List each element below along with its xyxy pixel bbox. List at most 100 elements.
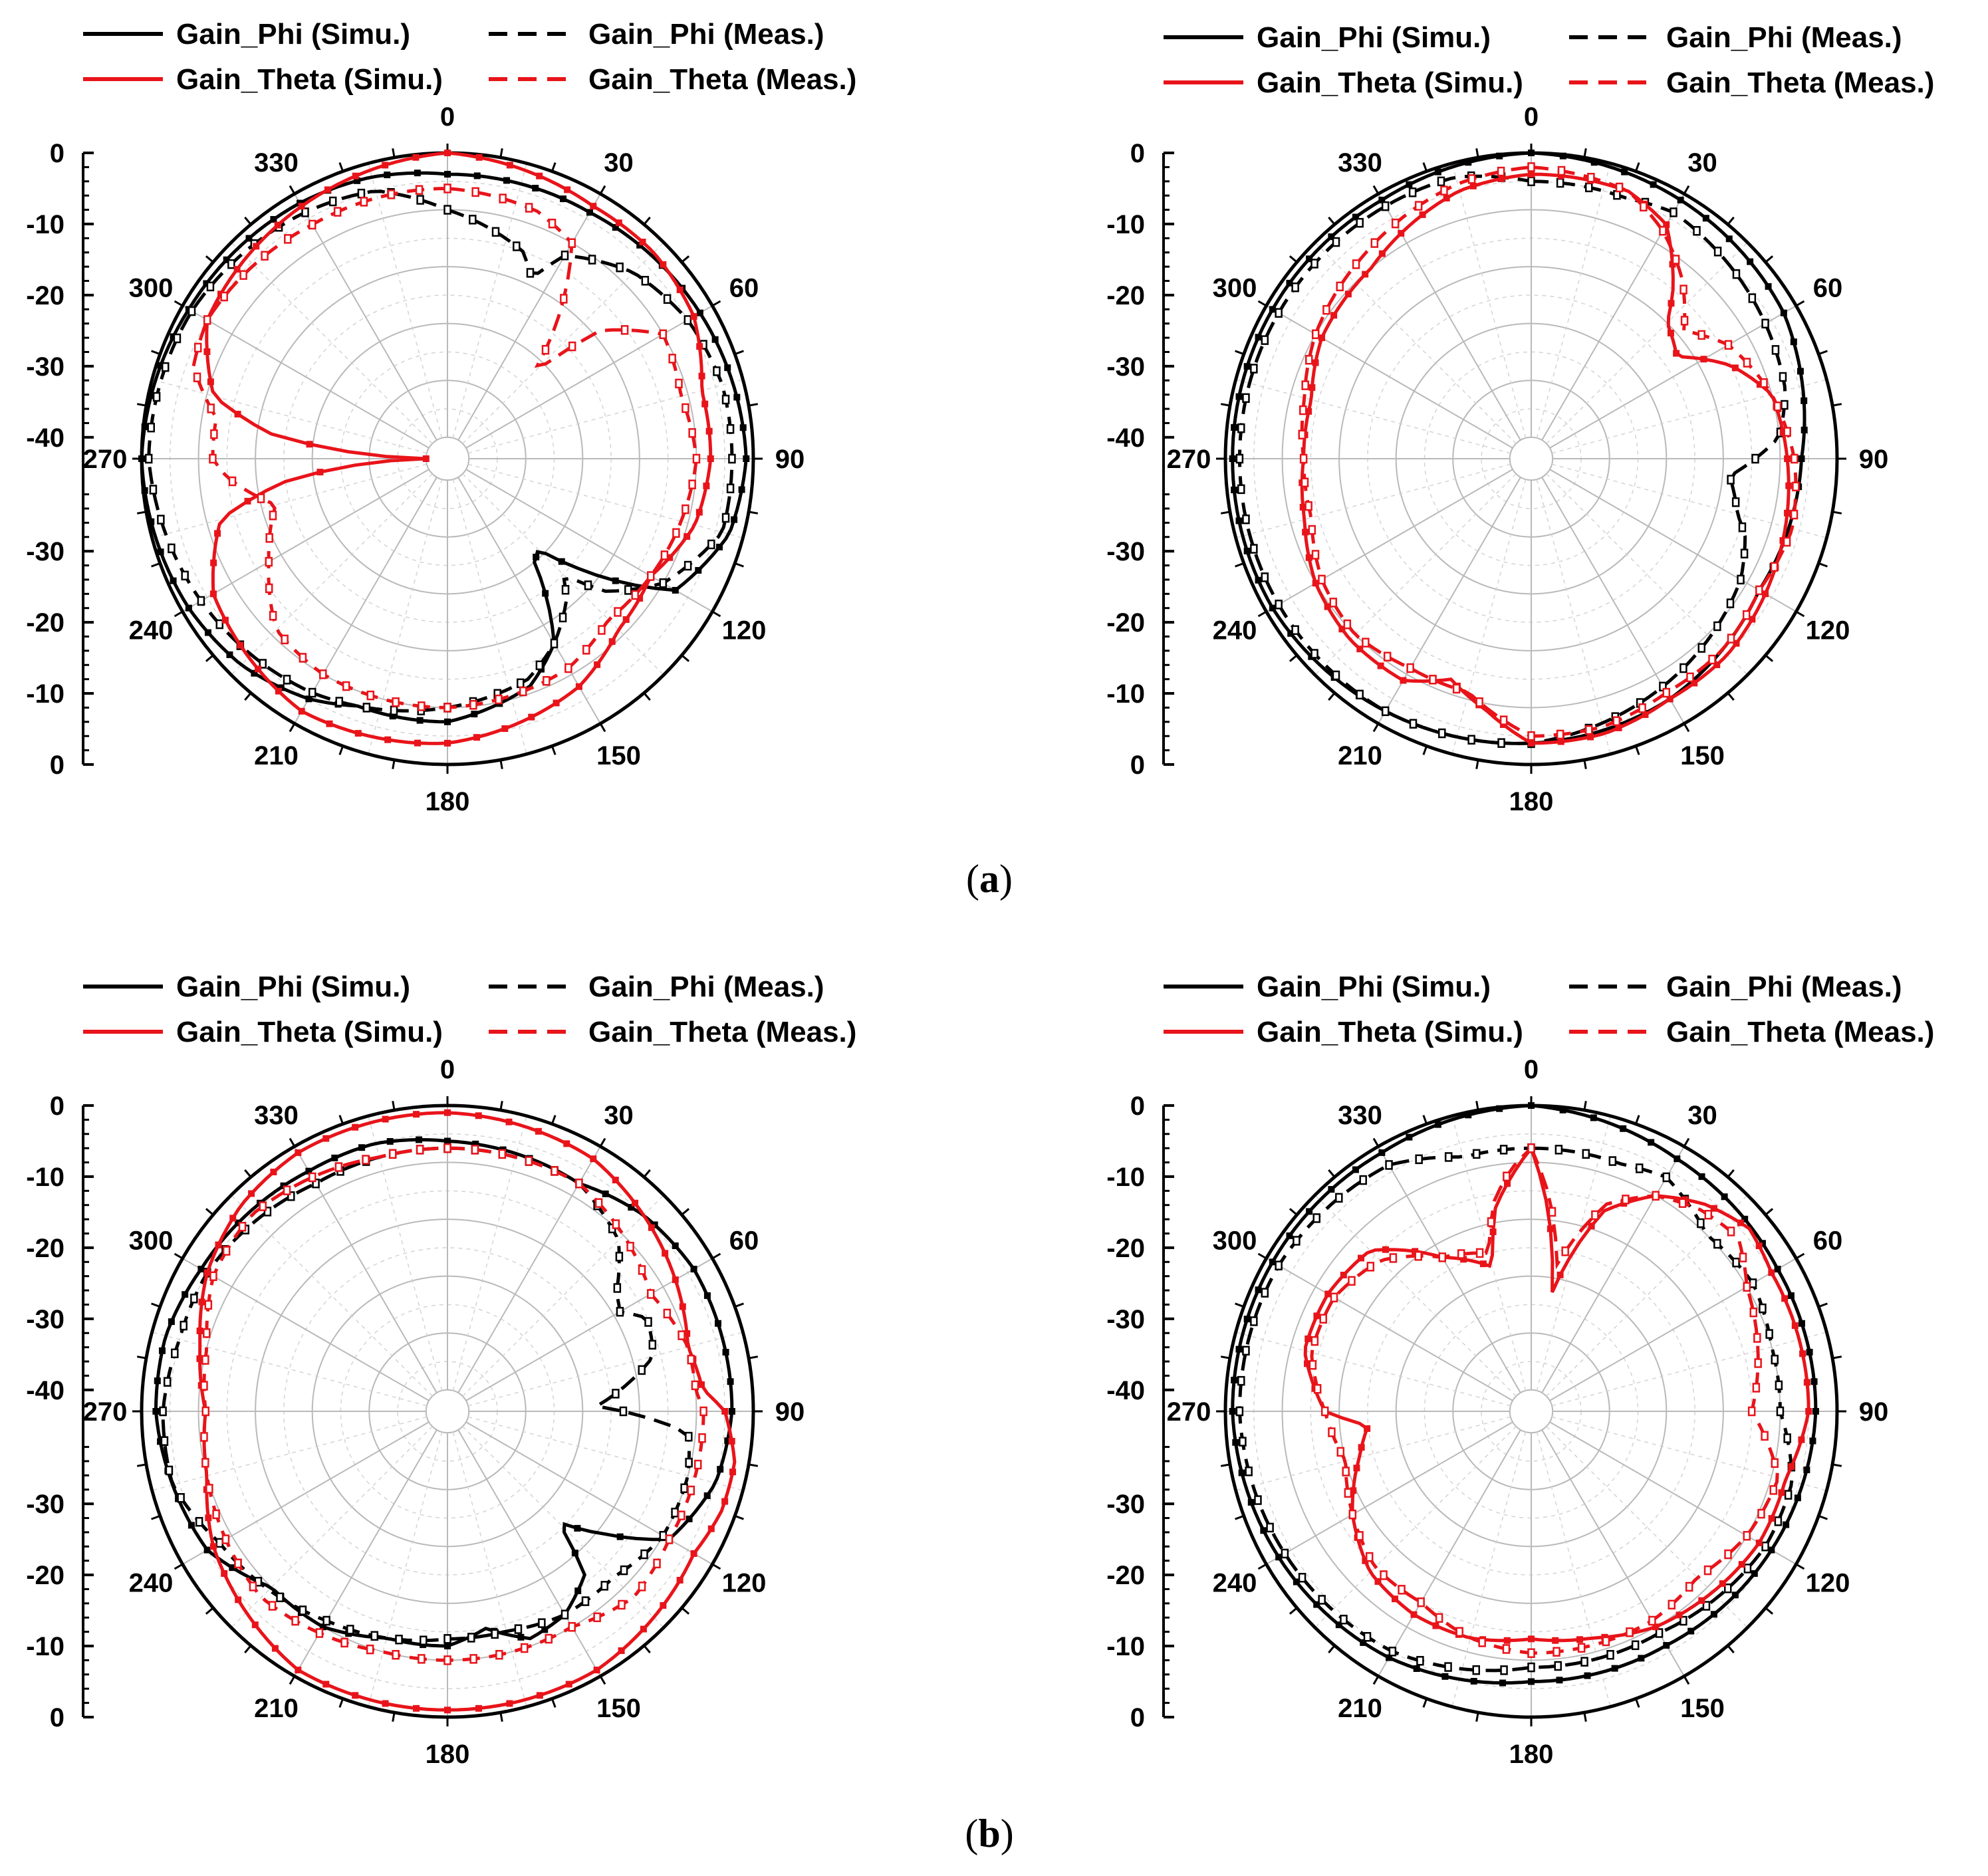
series-phi-simu-point: [602, 1190, 609, 1197]
series-phi-simu-point: [168, 1318, 175, 1326]
series-phi-simu-point: [695, 566, 702, 574]
polar-chart-b-right: 0 30 60 90 120 150 180 210 240 270 300 330 0 0 -10 -10 -…: [1106, 1055, 1888, 1769]
series-theta-simu-point: [593, 1667, 600, 1674]
series-theta-meas-point: [1343, 619, 1352, 630]
series-theta-meas-point: [1497, 166, 1505, 177]
series-phi-simu-point: [1286, 279, 1293, 287]
series-phi-simu-point: [203, 280, 210, 287]
series-theta-simu-point: [1731, 364, 1739, 372]
angle-tick: [1220, 511, 1231, 515]
series-theta-simu-point: [352, 1692, 359, 1699]
series-theta-simu-point: [703, 482, 710, 489]
series-phi-meas-point: [1662, 1172, 1671, 1183]
series-phi-simu-point: [157, 362, 164, 369]
series-phi-simu-point: [384, 172, 391, 179]
series-theta-meas-point: [1457, 1249, 1465, 1259]
radial-axis-label: -40: [26, 1376, 64, 1405]
angle-tick: [136, 403, 147, 407]
series-phi-simu-point: [1621, 168, 1628, 176]
series-theta-meas-point: [1342, 1466, 1350, 1476]
series-phi-meas-point: [1444, 1152, 1453, 1162]
series-theta-simu-point: [270, 1168, 277, 1175]
series-theta-simu-point: [565, 1681, 572, 1688]
series-theta-simu-point: [1779, 429, 1787, 436]
series-theta-meas-point: [1352, 259, 1360, 269]
series-theta-meas-point: [1318, 574, 1326, 585]
series-phi-simu-point: [716, 543, 723, 550]
series-phi-simu-point: [148, 518, 155, 525]
radial-axis-label: -20: [26, 608, 64, 638]
angle-label-300: 300: [129, 274, 174, 303]
grid-spoke: [1549, 469, 1797, 612]
series-phi-simu-point: [1780, 309, 1787, 316]
series-phi-simu-point: [157, 548, 164, 556]
series-theta-simu-point: [1778, 1489, 1785, 1496]
radial-axis-label: -30: [1106, 352, 1145, 382]
series-phi-meas-point: [1635, 1163, 1644, 1173]
series-phi-simu-point: [703, 1292, 711, 1299]
series-phi-meas-point: [1312, 1213, 1320, 1223]
series-phi-meas-point: [1527, 1662, 1535, 1673]
series-phi-meas-point: [215, 1538, 223, 1548]
series-theta-simu-point: [473, 734, 481, 741]
series-theta-meas-point: [620, 325, 629, 335]
legend-phi-simu-label: Gain_Phi (Simu.): [176, 18, 410, 51]
series-theta-simu-point: [1768, 1514, 1775, 1522]
series-theta-meas-point: [1406, 663, 1414, 673]
series-phi-meas-point: [443, 205, 451, 215]
radial-axis-label: -30: [26, 1490, 64, 1519]
series-phi-simu-point: [1809, 1437, 1816, 1445]
series-phi-meas-point: [1784, 1490, 1793, 1500]
series-theta-simu-point: [203, 1269, 211, 1276]
grid-spoke: [1549, 1258, 1797, 1401]
series-theta-meas-point: [308, 1172, 316, 1183]
series-theta-simu-point: [1755, 1242, 1763, 1249]
caption-b-label: b: [978, 1812, 1000, 1855]
series-theta-meas-point: [469, 700, 477, 710]
series-theta-simu-point: [1691, 679, 1698, 687]
series-phi-simu-point: [1306, 1208, 1313, 1215]
series-theta-meas-point: [545, 1633, 553, 1644]
series-phi-meas-point: [1702, 1601, 1711, 1611]
angle-label-180: 180: [1509, 787, 1554, 816]
series-theta-simu-point: [352, 172, 359, 179]
series-theta-simu-point: [244, 497, 251, 505]
legend-phi-simu-label: Gain_Phi (Simu.): [1257, 21, 1491, 54]
radial-axis-label: 0: [50, 1092, 64, 1121]
angle-label-120: 120: [1806, 1569, 1850, 1598]
grid-ring-inner: [425, 436, 470, 481]
series-theta-meas-point: [1527, 731, 1535, 741]
series-theta-simu-point: [1756, 381, 1763, 388]
angle-tick: [244, 692, 252, 701]
series-theta-simu-point: [352, 1123, 359, 1131]
series-theta-meas-point: [1435, 1613, 1443, 1623]
radial-axis-label: -30: [1106, 1305, 1145, 1334]
series-phi-meas-point: [1242, 514, 1250, 525]
angle-tick: [748, 403, 759, 407]
angle-tick: [1235, 350, 1245, 356]
angle-label-270: 270: [83, 1397, 128, 1427]
series-theta-meas-point: [261, 251, 269, 261]
series-phi-simu-point: [444, 171, 451, 178]
series-theta-meas-point: [688, 479, 696, 489]
angle-tick: [551, 1698, 557, 1708]
angle-label-300: 300: [1213, 1227, 1257, 1256]
angle-label-60: 60: [1813, 274, 1843, 303]
series-phi-simu-point: [270, 215, 277, 223]
series-theta-simu-point: [414, 739, 422, 747]
series-phi-simu-point: [1378, 196, 1386, 203]
series-phi-meas-point: [420, 1635, 428, 1645]
series-phi-meas-point: [1237, 484, 1245, 495]
series-phi-meas-point: [395, 1634, 403, 1645]
angle-tick: [643, 1169, 651, 1178]
series-theta-meas-point: [1561, 1246, 1569, 1256]
series-theta-simu-point: [1469, 182, 1477, 189]
grid-spoke: [152, 379, 428, 454]
series-theta-simu-point: [274, 221, 281, 229]
series-theta-simu-point: [221, 616, 229, 624]
series-theta-simu-point: [648, 1224, 655, 1231]
angle-tick: [1795, 1563, 1805, 1570]
angle-tick: [1795, 300, 1805, 307]
series-theta-simu-point: [1788, 1463, 1795, 1470]
series-theta-simu-point: [1308, 384, 1316, 391]
